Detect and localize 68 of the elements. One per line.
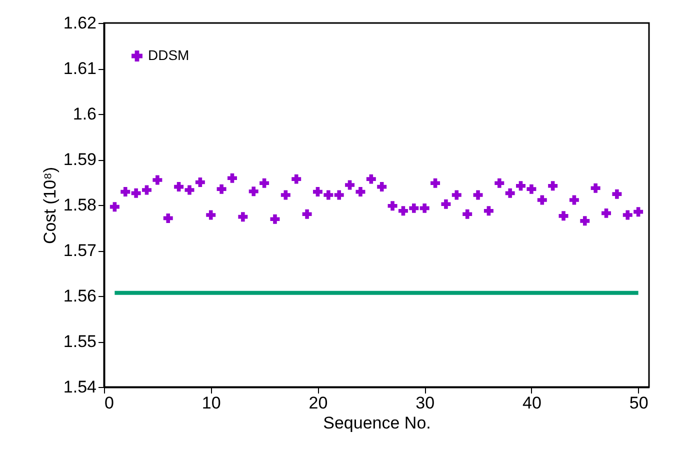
point bbox=[110, 202, 120, 212]
y-tick-label: 1.55 bbox=[63, 332, 96, 351]
point bbox=[473, 190, 483, 200]
x-axis-title: Sequence No. bbox=[323, 414, 431, 432]
x-tick-label: 20 bbox=[308, 394, 328, 412]
point bbox=[558, 211, 568, 221]
y-tick-label: 1.57 bbox=[63, 241, 96, 260]
point bbox=[238, 212, 248, 222]
point bbox=[377, 182, 387, 192]
point bbox=[280, 190, 290, 200]
point bbox=[345, 180, 355, 190]
point bbox=[580, 216, 590, 226]
point bbox=[195, 178, 205, 187]
point bbox=[260, 178, 270, 188]
point bbox=[388, 201, 398, 211]
x-tick-label: 30 bbox=[416, 394, 435, 412]
point bbox=[441, 199, 451, 209]
y-tick-label: 1.59 bbox=[63, 150, 96, 169]
point bbox=[120, 187, 130, 197]
point bbox=[398, 206, 408, 216]
x-tick-label: 50 bbox=[629, 394, 648, 412]
point bbox=[590, 183, 600, 193]
point bbox=[452, 190, 462, 200]
point bbox=[302, 209, 312, 219]
point bbox=[334, 190, 344, 200]
x-tick-label: 40 bbox=[522, 394, 542, 412]
point bbox=[505, 188, 515, 198]
point bbox=[409, 203, 419, 213]
y-tick-label: 1.6 bbox=[72, 104, 96, 124]
point bbox=[548, 181, 558, 191]
y-tick-label: 1.56 bbox=[63, 286, 96, 306]
point bbox=[366, 174, 376, 184]
y-tick-label: 1.61 bbox=[63, 59, 96, 78]
point bbox=[131, 188, 141, 198]
point bbox=[163, 213, 173, 223]
point bbox=[270, 214, 280, 224]
point bbox=[142, 185, 152, 195]
point bbox=[622, 210, 632, 220]
legend-label: DDSM bbox=[148, 47, 190, 63]
point bbox=[152, 175, 162, 185]
x-tick-label: 10 bbox=[202, 394, 221, 412]
x-tick-label: 0 bbox=[104, 394, 114, 412]
point bbox=[248, 186, 258, 196]
point bbox=[184, 185, 194, 195]
point bbox=[430, 178, 440, 188]
point bbox=[174, 182, 184, 192]
point bbox=[602, 208, 611, 218]
point bbox=[420, 203, 430, 213]
point bbox=[216, 184, 226, 194]
point bbox=[634, 207, 644, 217]
y-tick-label: 1.54 bbox=[63, 378, 96, 396]
point bbox=[526, 184, 536, 194]
point bbox=[516, 181, 526, 191]
point bbox=[484, 206, 494, 216]
point bbox=[292, 174, 302, 184]
point bbox=[462, 209, 472, 219]
point bbox=[494, 178, 504, 188]
point bbox=[612, 189, 622, 199]
y-axis-title: Cost (10⁸) bbox=[40, 166, 60, 244]
point bbox=[227, 173, 237, 183]
y-tick-label: 1.58 bbox=[63, 196, 96, 214]
point bbox=[356, 187, 366, 197]
point bbox=[206, 210, 216, 220]
point bbox=[324, 190, 334, 200]
point bbox=[569, 195, 579, 205]
y-tick-label: 1.62 bbox=[63, 14, 96, 32]
point bbox=[312, 187, 322, 197]
point bbox=[537, 195, 547, 205]
